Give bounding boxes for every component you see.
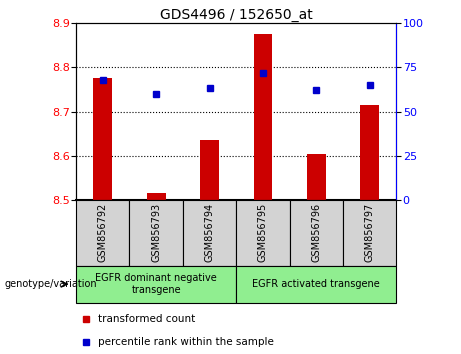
Bar [130,200,183,266]
Text: GSM856792: GSM856792 [98,203,108,262]
Bar [236,266,396,303]
Bar [76,266,236,303]
Text: EGFR activated transgene: EGFR activated transgene [253,279,380,289]
Bar [307,154,326,200]
Text: GSM856794: GSM856794 [205,203,214,262]
Text: GSM856797: GSM856797 [365,203,375,262]
Bar [361,105,379,200]
Bar [254,34,272,200]
Bar [290,200,343,266]
Text: percentile rank within the sample: percentile rank within the sample [99,337,274,347]
Bar [147,193,165,200]
Bar [200,140,219,200]
Text: GSM856793: GSM856793 [151,203,161,262]
Text: GSM856796: GSM856796 [311,203,321,262]
Text: genotype/variation: genotype/variation [5,279,97,289]
Bar [76,200,130,266]
Text: EGFR dominant negative
transgene: EGFR dominant negative transgene [95,273,217,295]
Title: GDS4496 / 152650_at: GDS4496 / 152650_at [160,8,313,22]
Bar [94,78,112,200]
Bar [236,200,290,266]
Text: transformed count: transformed count [99,314,196,324]
Bar [343,200,396,266]
Bar [183,200,236,266]
Text: GSM856795: GSM856795 [258,203,268,262]
